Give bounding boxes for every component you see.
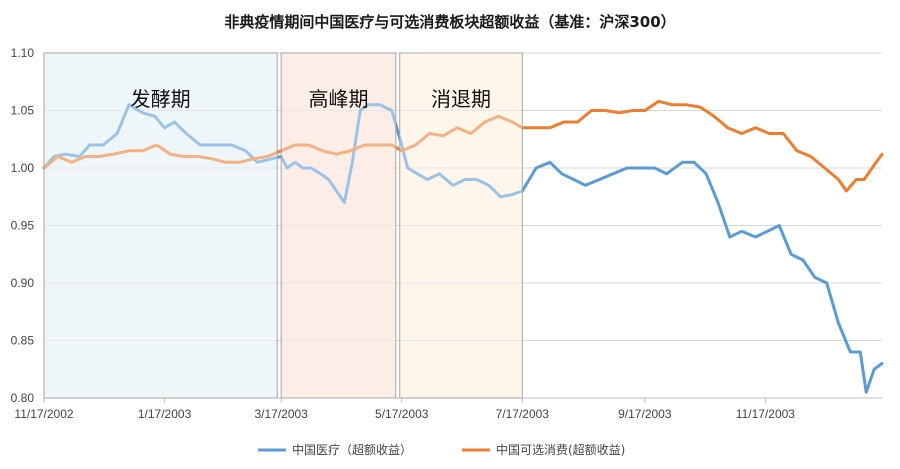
series-line-2	[42, 99, 884, 193]
x-tick-label: 3/17/2003	[254, 407, 308, 421]
y-tick-label: 1.00	[11, 161, 35, 175]
axes: 0.80 0.85 0.90 0.95 1.00 1.05 1.10 11/17/2002 1/…	[11, 46, 882, 421]
y-tick-label: 1.10	[11, 46, 35, 60]
legend-label-2: 中国可选消费(超额收益)	[496, 442, 625, 457]
legend: 中国医疗（超额收益） 中国可选消费(超额收益)	[258, 442, 625, 457]
phase-overlay-3	[399, 52, 523, 399]
phase-label-3: 消退期	[431, 87, 491, 111]
x-tick-label: 9/17/2003	[618, 407, 672, 421]
x-tick-label: 1/17/2003	[138, 407, 192, 421]
y-tick-label: 0.85	[11, 334, 35, 348]
y-tick-label: 0.90	[11, 276, 35, 290]
y-tick-label: 0.80	[11, 391, 35, 405]
y-tick-label: 1.05	[11, 104, 35, 118]
x-tick-label: 11/17/2003	[736, 407, 795, 421]
phase-label-1: 发酵期	[131, 87, 191, 111]
x-tick-label: 7/17/2003	[496, 407, 550, 421]
chart-title: 非典疫情期间中国医疗与可选消费板块超额收益（基准：沪深300）	[224, 13, 675, 31]
series-line-1	[42, 103, 884, 394]
legend-label-1: 中国医疗（超额收益）	[292, 442, 412, 457]
series-lines	[42, 99, 884, 394]
y-tick-label: 0.95	[11, 219, 35, 233]
x-tick-label: 11/17/2002	[14, 407, 73, 421]
phase-label-2: 高峰期	[308, 87, 368, 111]
phase-labels: 发酵期 高峰期 消退期	[131, 87, 491, 111]
phase-overlays	[43, 52, 523, 399]
phase-overlay-1	[43, 52, 278, 399]
x-tick-label: 5/17/2003	[375, 407, 429, 421]
phase-overlay-2	[280, 52, 397, 399]
